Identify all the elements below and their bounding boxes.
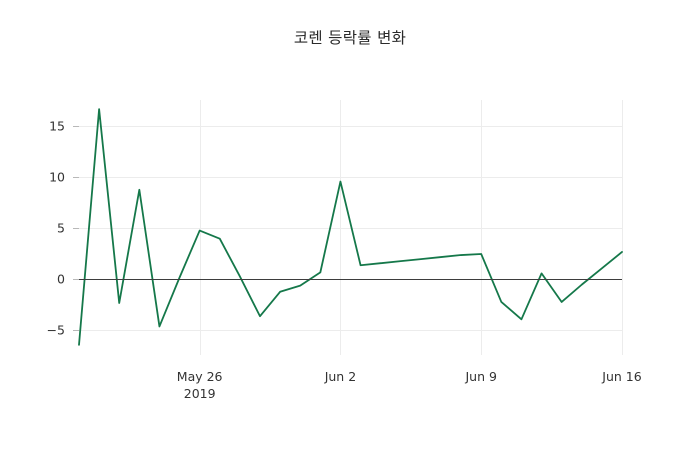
y-axis-tick-label: 5 <box>57 220 65 235</box>
y-axis-tick-mark <box>73 329 79 331</box>
y-axis-tick-mark <box>73 176 79 178</box>
x-axis-tick-label-primary: Jun 16 <box>602 369 642 384</box>
y-axis-tick-mark <box>73 125 79 127</box>
line-series <box>78 108 623 346</box>
x-axis-tick-label: Jun 9 <box>465 368 496 385</box>
plot-area: 15 10 5 0 −5 May 26 2019 Jun 2 Jun 9 Jun 16 <box>47 100 642 401</box>
y-axis-ticks: 15 10 5 0 −5 <box>47 100 622 355</box>
x-axis-tick-label-year: 2019 <box>183 386 216 401</box>
y-axis-tick-mark <box>73 278 79 280</box>
x-axis-tick-label-primary: Jun 2 <box>324 369 357 384</box>
gridline-horizontal <box>79 125 622 127</box>
gridline-horizontal <box>79 329 622 331</box>
x-axis-tick-label: Jun 16 <box>602 368 641 385</box>
chart-title: 코렌 등락률 변화 <box>293 29 407 47</box>
x-axis-tick-label-primary: May 26 <box>176 369 223 384</box>
x-axis-tick-label: May 26 2019 <box>177 368 223 402</box>
x-axis-tick-label: Jun 2 <box>325 368 356 385</box>
y-axis-tick-label: −5 <box>46 322 65 337</box>
y-axis-tick-label: 10 <box>49 169 65 184</box>
gridline-horizontal <box>79 176 622 178</box>
zero-baseline <box>79 278 622 280</box>
gridline-vertical <box>622 100 623 355</box>
y-axis-tick-label: 15 <box>49 118 65 133</box>
x-axis-tick-label-primary: Jun 9 <box>465 369 497 384</box>
y-axis-tick-label: 0 <box>57 271 65 286</box>
y-axis-tick-mark <box>73 227 79 229</box>
gridline-horizontal <box>79 227 622 229</box>
